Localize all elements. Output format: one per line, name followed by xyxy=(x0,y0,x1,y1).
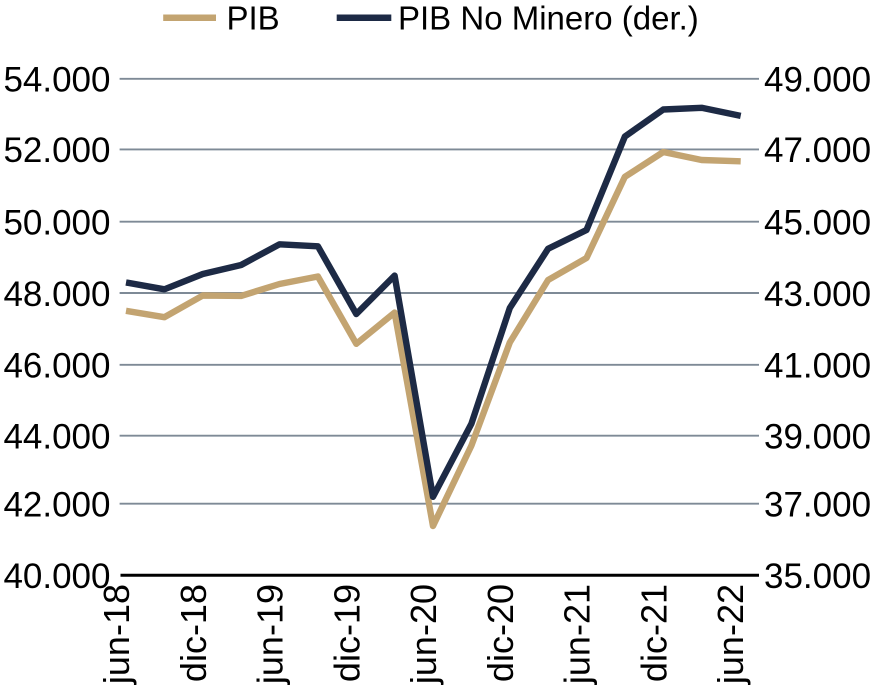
svg-text:dic-18: dic-18 xyxy=(173,584,214,682)
svg-text:dic-20: dic-20 xyxy=(480,584,521,682)
svg-text:dic-19: dic-19 xyxy=(326,584,367,682)
svg-text:PIB No Minero (der.): PIB No Minero (der.) xyxy=(398,0,699,37)
svg-text:50.000: 50.000 xyxy=(3,204,110,243)
svg-text:47.000: 47.000 xyxy=(764,131,871,170)
svg-text:jun-22: jun-22 xyxy=(710,584,751,685)
svg-text:jun-18: jun-18 xyxy=(96,584,137,685)
svg-text:54.000: 54.000 xyxy=(3,61,110,100)
svg-text:dic-21: dic-21 xyxy=(634,584,675,682)
svg-text:42.000: 42.000 xyxy=(3,486,110,525)
svg-text:49.000: 49.000 xyxy=(764,61,871,100)
svg-text:43.000: 43.000 xyxy=(764,275,871,314)
svg-text:44.000: 44.000 xyxy=(3,418,110,457)
svg-text:41.000: 41.000 xyxy=(764,347,871,386)
svg-text:39.000: 39.000 xyxy=(764,418,871,457)
svg-text:PIB: PIB xyxy=(227,0,280,37)
svg-text:48.000: 48.000 xyxy=(3,275,110,314)
svg-text:jun-21: jun-21 xyxy=(557,584,598,685)
svg-text:jun-19: jun-19 xyxy=(250,584,291,685)
svg-text:jun-20: jun-20 xyxy=(403,584,444,685)
svg-text:35.000: 35.000 xyxy=(764,557,871,596)
svg-text:40.000: 40.000 xyxy=(3,557,110,596)
svg-text:37.000: 37.000 xyxy=(764,486,871,525)
svg-text:45.000: 45.000 xyxy=(764,204,871,243)
svg-text:52.000: 52.000 xyxy=(3,131,110,170)
svg-text:46.000: 46.000 xyxy=(3,347,110,386)
